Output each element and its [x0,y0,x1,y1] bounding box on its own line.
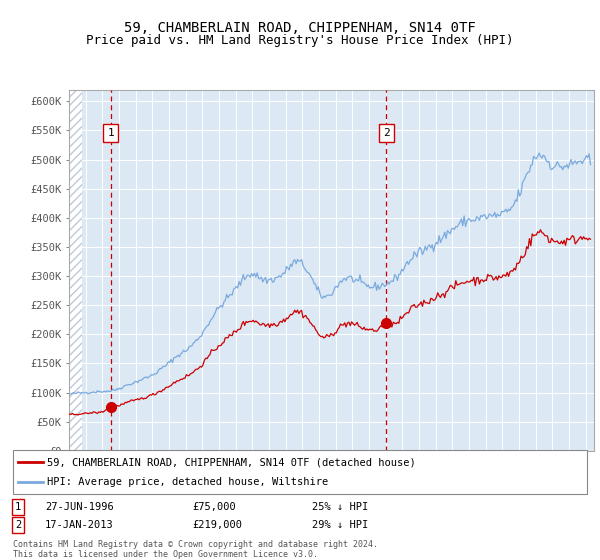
Text: 59, CHAMBERLAIN ROAD, CHIPPENHAM, SN14 0TF: 59, CHAMBERLAIN ROAD, CHIPPENHAM, SN14 0… [124,21,476,35]
Text: £75,000: £75,000 [192,502,236,512]
Text: 17-JAN-2013: 17-JAN-2013 [45,520,114,530]
Text: £219,000: £219,000 [192,520,242,530]
Text: 2: 2 [383,128,390,138]
Text: 1: 1 [107,128,114,138]
Text: 25% ↓ HPI: 25% ↓ HPI [312,502,368,512]
Text: Price paid vs. HM Land Registry's House Price Index (HPI): Price paid vs. HM Land Registry's House … [86,34,514,46]
Text: Contains HM Land Registry data © Crown copyright and database right 2024.
This d: Contains HM Land Registry data © Crown c… [13,540,378,559]
Text: 29% ↓ HPI: 29% ↓ HPI [312,520,368,530]
Text: 59, CHAMBERLAIN ROAD, CHIPPENHAM, SN14 0TF (detached house): 59, CHAMBERLAIN ROAD, CHIPPENHAM, SN14 0… [47,457,416,467]
Text: 1: 1 [15,502,21,512]
Bar [69,90,82,451]
Text: 27-JUN-1996: 27-JUN-1996 [45,502,114,512]
Text: 2: 2 [15,520,21,530]
Text: HPI: Average price, detached house, Wiltshire: HPI: Average price, detached house, Wilt… [47,477,328,487]
